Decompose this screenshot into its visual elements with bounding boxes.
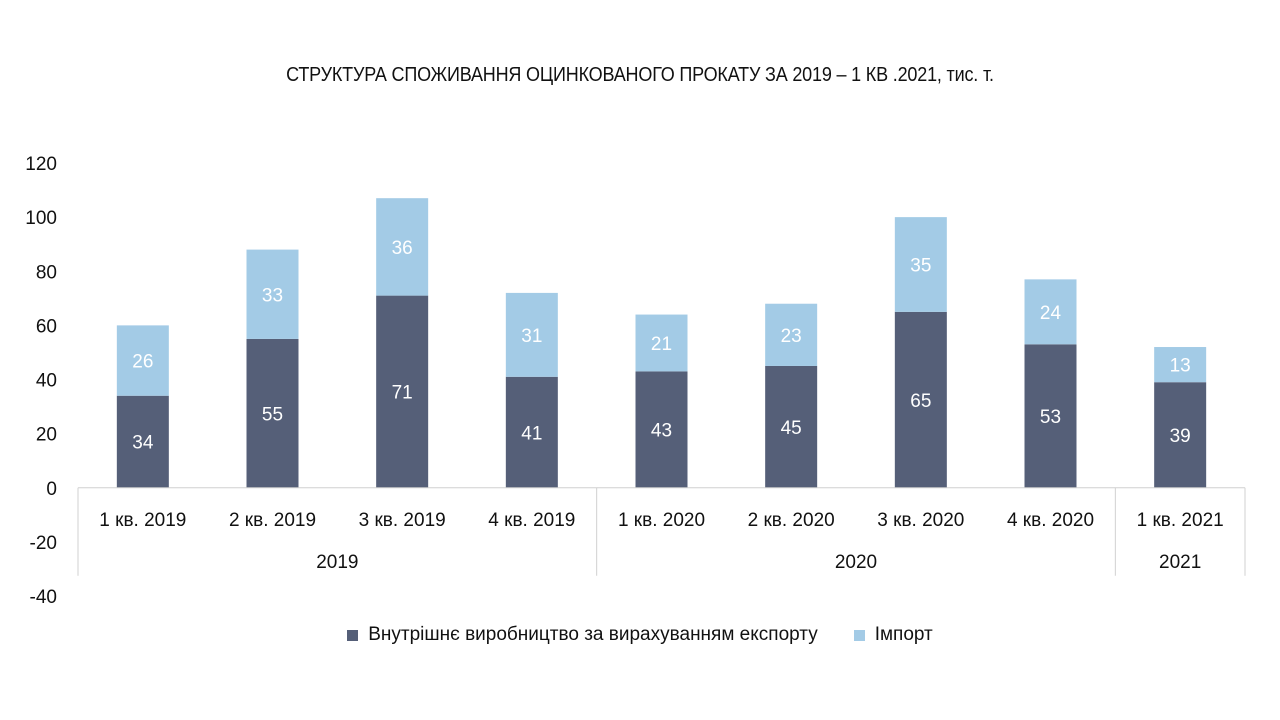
data-label-import: 26 [132,352,153,373]
data-label-domestic: 55 [262,404,283,425]
bar-domestic [376,295,429,488]
bar-domestic [116,395,169,488]
data-label-import: 33 [262,285,283,306]
bar-import [246,249,299,339]
y-tick-label: 120 [25,154,57,175]
legend-item-domestic: Внутрішнє виробництво за вирахуванням ек… [347,624,818,646]
bar-import [635,314,688,372]
bar-domestic [1154,382,1207,488]
y-tick-label: 20 [36,425,57,446]
data-label-import: 23 [781,326,802,347]
legend-item-import: Імпорт [853,624,933,646]
data-label-import: 21 [651,334,672,355]
x-tick-label: 1 кв. 2020 [618,510,705,531]
data-label-domestic: 34 [132,433,154,454]
bar-import [894,217,947,312]
data-label-import: 24 [1040,303,1062,324]
bar-import [376,198,429,296]
x-tick-label: 3 кв. 2019 [359,510,446,531]
bar-domestic [505,376,558,488]
y-tick-label: 0 [46,479,57,500]
x-tick-label: 3 кв. 2020 [877,510,964,531]
data-label-domestic: 43 [651,421,672,442]
group-label: 2020 [835,552,877,573]
data-label-domestic: 65 [910,391,931,412]
bar-domestic [246,338,299,488]
bar-import [1024,279,1077,345]
y-tick-label: 60 [36,316,57,337]
data-label-domestic: 45 [781,418,802,439]
x-tick-label: 2 кв. 2020 [748,510,835,531]
bar-domestic [635,371,688,488]
data-label-import: 35 [910,255,931,276]
bar-domestic [894,311,947,488]
y-tick-label: 40 [36,371,57,392]
data-label-domestic: 71 [392,383,413,404]
legend-label-import: Імпорт [874,624,933,645]
x-tick-label: 4 кв. 2020 [1007,510,1094,531]
data-label-domestic: 39 [1170,426,1191,447]
group-label: 2019 [316,552,358,573]
x-tick-label: 4 кв. 2019 [488,510,575,531]
y-tick-label: -40 [30,587,57,608]
bar-import [116,325,169,396]
legend-swatch-domestic [347,629,359,641]
group-label: 2021 [1159,552,1201,573]
legend-swatch-import [853,629,865,641]
y-tick-label: 100 [25,208,57,229]
bar-domestic [1024,344,1077,488]
x-tick-label: 1 кв. 2019 [99,510,186,531]
chart-title: СТРУКТУРА СПОЖИВАННЯ ОЦИНКОВАНОГО ПРОКАТ… [286,64,994,86]
legend: Внутрішнє виробництво за вирахуванням ек… [0,624,1280,646]
x-tick-label: 2 кв. 2019 [229,510,316,531]
data-label-domestic: 53 [1040,407,1061,428]
x-tick-label: 1 кв. 2021 [1137,510,1224,531]
data-label-domestic: 41 [521,423,542,444]
bar-import [765,303,818,366]
data-label-import: 13 [1170,356,1191,377]
y-tick-label: 80 [36,262,57,283]
y-tick-label: -20 [30,533,57,554]
bar-domestic [765,365,818,488]
legend-label-domestic: Внутрішнє виробництво за вирахуванням ек… [368,624,818,645]
bar-import [1154,347,1207,383]
bar-import [505,292,558,377]
data-label-import: 36 [392,238,413,259]
data-label-import: 31 [521,326,542,347]
